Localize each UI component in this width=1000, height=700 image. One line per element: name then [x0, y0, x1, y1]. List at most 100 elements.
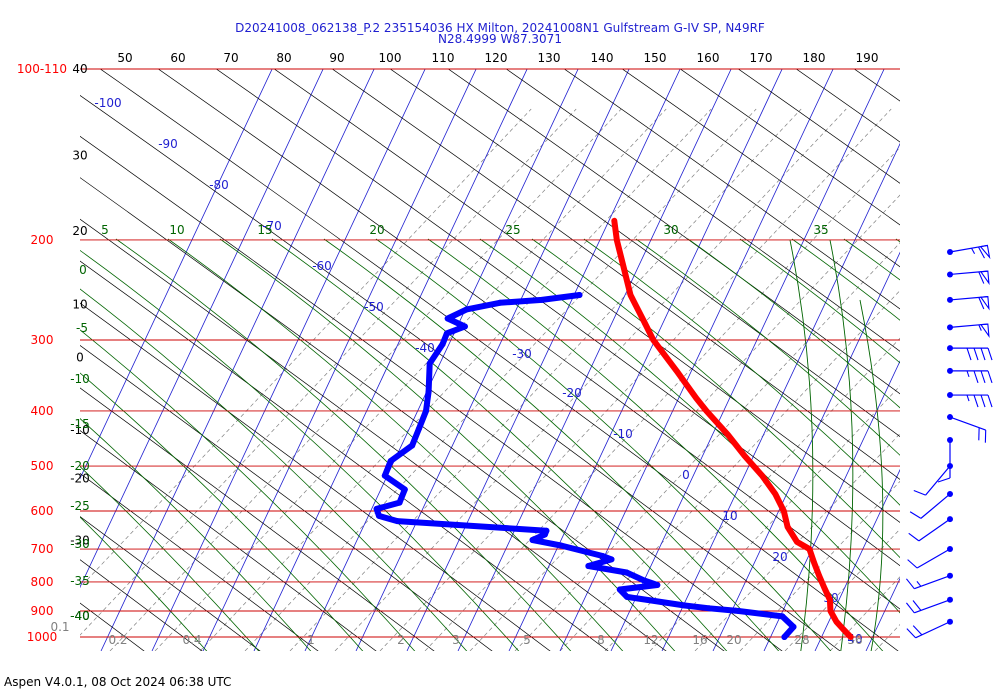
wind-barb-staff [914, 599, 951, 614]
pressure-label: 1000 [27, 630, 58, 644]
mixing-ratio-line [109, 108, 622, 651]
dewpoint-point [654, 582, 661, 589]
height-label: 20 [72, 224, 87, 238]
isotherm-label: -90 [158, 137, 178, 151]
top-scale-label: 60 [170, 51, 185, 65]
isotherm-line [80, 69, 324, 589]
moist-adiabat-line [687, 238, 900, 409]
isotherm-label: -30 [512, 347, 532, 361]
dry-adiabat-line [621, 69, 900, 268]
dry-adiabat-line [956, 59, 1000, 657]
isotherm-label: -50 [364, 300, 384, 314]
moist-adiabat-line [219, 238, 676, 651]
top-scale-label: 90 [329, 51, 344, 65]
wind-barb [947, 414, 987, 443]
dewpoint-point [585, 563, 592, 570]
wind-barb-feather [912, 625, 923, 636]
isotherm-label: -10 [613, 427, 633, 441]
wind-barb-feather [980, 370, 986, 384]
mixing-ratio-label: 12 [643, 633, 658, 647]
mixing-ratio-line [874, 623, 900, 651]
dewpoint-point [538, 296, 545, 303]
wind-barb-half-feather [916, 581, 922, 587]
dry-adiabat-line [80, 559, 203, 651]
wind-barb-feather [973, 370, 979, 384]
dry-adiabat-line [80, 218, 667, 651]
mixing-ratio-label: 28 [794, 633, 809, 647]
wind-barb-staff [920, 493, 951, 519]
isotherm-label: 10 [722, 509, 737, 523]
moist-adiabat-line [80, 329, 416, 651]
mixing-ratio-line [80, 108, 577, 636]
moist-adiabat-line [531, 238, 900, 559]
dewpoint-point [681, 602, 688, 609]
dry-adiabat-label: 0 [79, 263, 87, 277]
mixing-ratio-line [920, 109, 1000, 651]
isotherm-label: 0 [682, 468, 690, 482]
dewpoint-point [616, 586, 623, 593]
dry-adiabat-line [795, 69, 900, 143]
moist-adiabat-line [739, 238, 900, 364]
top-scale-label: 80 [276, 51, 291, 65]
mixing-ratio-label: 0.1 [50, 620, 69, 634]
dry-adiabat-label: -10 [70, 372, 90, 386]
isotherm-line [814, 468, 900, 651]
chart-axis-labels: 100-110200300400500600700800900100040302… [17, 51, 879, 647]
dry-adiabat-label: -15 [70, 417, 90, 431]
wind-barb [907, 546, 953, 569]
mixing-ratio-label: 1 [307, 633, 315, 647]
isotherm-label: -80 [209, 178, 229, 192]
dewpoint-point [439, 341, 446, 348]
height-label: 10 [72, 298, 87, 312]
top-scale-label: 50 [117, 51, 132, 65]
height-label: 0 [76, 350, 84, 364]
wind-barb [909, 490, 953, 519]
dewpoint-point [396, 499, 403, 506]
dry-adiabat-line [80, 260, 609, 651]
dry-adiabat-label: 25 [505, 223, 520, 237]
wind-barb [947, 323, 990, 338]
dry-adiabat-line [505, 69, 900, 352]
wind-barb-feather [973, 394, 979, 408]
moist-adiabat-line [80, 372, 364, 651]
moist-adiabat-line [80, 249, 520, 651]
mixing-ratio-line [379, 108, 892, 651]
dry-adiabat-label: -25 [70, 499, 90, 513]
wind-barb-feather [905, 578, 915, 590]
chart-grid [80, 39, 1000, 657]
isotherm-label: -40 [415, 341, 435, 355]
chart-title: D20241008_062138_P.2 235154036 HX Milton… [235, 21, 765, 35]
mixing-ratio-line [199, 108, 712, 651]
dewpoint-point [640, 577, 647, 584]
pressure-label: 400 [31, 404, 54, 418]
dry-adiabat-line [679, 69, 900, 226]
dewpoint-point [706, 605, 713, 612]
dewpoint-point [444, 315, 451, 322]
dry-adiabat-line [80, 387, 435, 651]
dewpoint-point [541, 531, 548, 538]
mixing-ratio-line [965, 109, 1000, 651]
height-label: -20 [70, 472, 90, 486]
isotherm-line [253, 69, 528, 651]
dry-adiabat-label: -30 [70, 537, 90, 551]
wind-barb [905, 596, 953, 614]
pressure-label: 200 [31, 233, 54, 247]
height-label: -10 [70, 423, 90, 437]
top-scale-label: 100 [379, 51, 402, 65]
isotherm-line [968, 39, 1000, 651]
dewpoint-point [425, 388, 432, 395]
wind-barb [947, 367, 993, 384]
isotherm-line [80, 69, 273, 480]
dry-adiabat-line [80, 302, 551, 651]
moist-adiabat-line [789, 239, 814, 651]
top-scale-label: 70 [223, 51, 238, 65]
mixing-ratio-label: 8 [597, 633, 605, 647]
wind-barb-half-feather [966, 370, 970, 378]
mixing-ratio-label: 20 [726, 633, 741, 647]
wind-barb [908, 516, 953, 542]
isotherm-label: 20 [772, 550, 787, 564]
dry-adiabat-line [331, 69, 900, 480]
top-scale-label: 170 [750, 51, 773, 65]
isotherm-line [304, 69, 579, 651]
